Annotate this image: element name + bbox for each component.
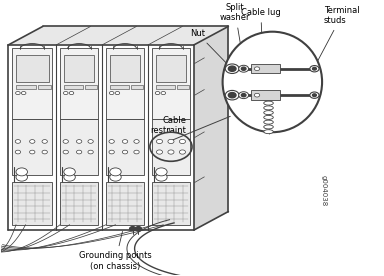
Circle shape: [313, 67, 316, 70]
Circle shape: [115, 91, 120, 95]
Circle shape: [122, 150, 128, 154]
Ellipse shape: [264, 130, 273, 134]
Circle shape: [110, 168, 121, 176]
Text: Cable
restraint: Cable restraint: [151, 116, 186, 135]
Text: Split
washer: Split washer: [220, 3, 250, 61]
Circle shape: [239, 92, 248, 99]
Circle shape: [88, 150, 93, 154]
Circle shape: [161, 91, 166, 95]
Circle shape: [242, 67, 246, 70]
Circle shape: [110, 173, 121, 181]
FancyBboxPatch shape: [12, 182, 52, 225]
FancyBboxPatch shape: [152, 47, 190, 119]
Circle shape: [242, 94, 246, 97]
Polygon shape: [194, 26, 228, 230]
Circle shape: [109, 91, 114, 95]
Circle shape: [15, 150, 21, 154]
FancyBboxPatch shape: [60, 47, 98, 119]
FancyBboxPatch shape: [156, 55, 186, 82]
Circle shape: [239, 65, 248, 72]
FancyBboxPatch shape: [60, 119, 98, 174]
FancyBboxPatch shape: [177, 84, 189, 89]
Text: Cable lug: Cable lug: [241, 8, 281, 57]
Circle shape: [16, 168, 28, 176]
Circle shape: [109, 150, 114, 154]
Circle shape: [168, 139, 174, 144]
Circle shape: [313, 94, 316, 97]
Circle shape: [63, 91, 68, 95]
Ellipse shape: [264, 120, 273, 124]
Circle shape: [225, 91, 239, 100]
Circle shape: [88, 140, 93, 143]
FancyBboxPatch shape: [85, 84, 98, 89]
Circle shape: [30, 150, 35, 154]
FancyBboxPatch shape: [16, 55, 48, 82]
Circle shape: [130, 227, 136, 231]
Circle shape: [254, 67, 260, 71]
FancyBboxPatch shape: [156, 84, 175, 89]
Circle shape: [64, 173, 75, 181]
FancyBboxPatch shape: [60, 182, 98, 225]
Ellipse shape: [264, 115, 273, 120]
Text: g004038: g004038: [321, 175, 327, 206]
Circle shape: [156, 173, 167, 181]
FancyBboxPatch shape: [106, 47, 144, 119]
FancyBboxPatch shape: [106, 182, 144, 225]
Text: Terminal
studs: Terminal studs: [318, 6, 360, 61]
Circle shape: [225, 64, 239, 73]
Circle shape: [16, 91, 20, 95]
Ellipse shape: [264, 111, 273, 115]
Circle shape: [15, 140, 21, 143]
Circle shape: [69, 91, 74, 95]
Circle shape: [228, 66, 236, 71]
FancyBboxPatch shape: [152, 182, 190, 225]
Ellipse shape: [264, 101, 273, 105]
Circle shape: [122, 140, 128, 143]
Circle shape: [156, 139, 162, 144]
Circle shape: [156, 150, 162, 154]
Circle shape: [179, 150, 185, 154]
Ellipse shape: [264, 106, 273, 110]
Circle shape: [228, 92, 236, 98]
Circle shape: [63, 150, 68, 154]
Circle shape: [254, 93, 260, 97]
FancyBboxPatch shape: [64, 84, 83, 89]
Circle shape: [64, 168, 75, 176]
FancyBboxPatch shape: [38, 84, 51, 89]
Circle shape: [42, 150, 47, 154]
FancyBboxPatch shape: [251, 91, 280, 100]
Circle shape: [134, 150, 139, 154]
FancyBboxPatch shape: [12, 119, 52, 174]
Circle shape: [156, 168, 167, 176]
FancyBboxPatch shape: [106, 119, 144, 174]
Circle shape: [310, 65, 319, 72]
FancyBboxPatch shape: [152, 119, 190, 174]
Circle shape: [155, 91, 160, 95]
FancyBboxPatch shape: [110, 55, 140, 82]
FancyBboxPatch shape: [12, 47, 52, 119]
FancyBboxPatch shape: [251, 64, 280, 73]
Circle shape: [76, 150, 82, 154]
Circle shape: [310, 92, 319, 98]
Circle shape: [63, 140, 68, 143]
Text: Nut: Nut: [190, 29, 226, 63]
Circle shape: [168, 150, 174, 154]
Circle shape: [179, 139, 185, 144]
FancyBboxPatch shape: [131, 84, 143, 89]
Polygon shape: [8, 26, 228, 45]
Text: Grounding points
(on chassis): Grounding points (on chassis): [79, 232, 152, 271]
FancyBboxPatch shape: [64, 55, 94, 82]
FancyBboxPatch shape: [110, 84, 129, 89]
Ellipse shape: [223, 32, 322, 132]
Circle shape: [30, 140, 35, 143]
Circle shape: [42, 140, 47, 143]
Ellipse shape: [264, 125, 273, 129]
Circle shape: [76, 140, 82, 143]
Circle shape: [22, 91, 26, 95]
Circle shape: [109, 140, 114, 143]
FancyBboxPatch shape: [16, 84, 36, 89]
Circle shape: [16, 173, 28, 181]
Circle shape: [136, 227, 141, 231]
Circle shape: [134, 140, 139, 143]
